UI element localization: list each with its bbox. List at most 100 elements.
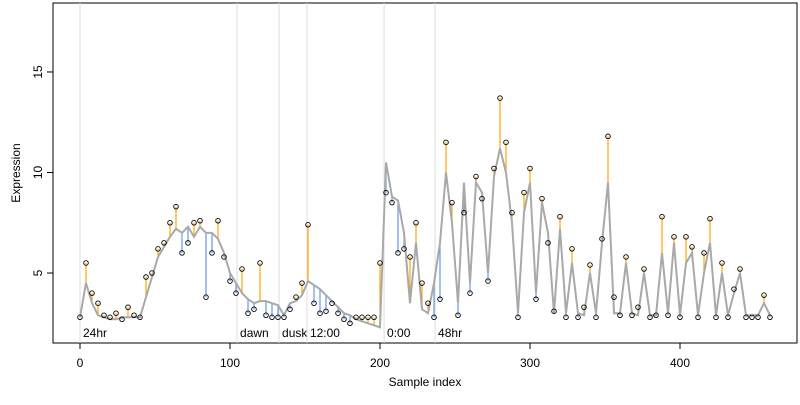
data-point [209, 250, 215, 256]
data-point [77, 314, 83, 321]
data-point [755, 314, 761, 321]
data-point [263, 312, 269, 319]
data-point [545, 240, 551, 246]
data-point [191, 220, 197, 226]
data-point [101, 312, 107, 319]
data-point [569, 246, 575, 252]
data-point [743, 314, 749, 321]
data-point [113, 310, 119, 316]
data-point [677, 314, 683, 321]
data-point [179, 250, 185, 256]
data-point [479, 195, 485, 202]
annotation-label: 12:00 [310, 326, 340, 340]
annotation-label: 48hr [438, 326, 462, 340]
x-tick-label: 0 [77, 356, 84, 370]
data-point [443, 139, 449, 146]
data-point [599, 236, 605, 242]
data-point [167, 220, 173, 226]
data-point [377, 260, 383, 266]
data-point [449, 199, 455, 206]
data-point [725, 314, 731, 321]
data-point [323, 308, 329, 314]
data-point [719, 260, 725, 266]
data-point [365, 314, 371, 321]
data-point [497, 95, 503, 101]
data-point [731, 286, 737, 292]
annotation-label: dawn [240, 326, 269, 340]
data-point [155, 246, 161, 252]
data-point [257, 260, 263, 266]
data-point [83, 260, 89, 266]
data-point [749, 314, 755, 321]
data-point [611, 294, 617, 300]
data-point [131, 312, 137, 319]
data-point [593, 314, 599, 321]
data-point [347, 320, 353, 327]
data-point [737, 266, 743, 272]
data-point [557, 213, 563, 220]
data-point [605, 133, 611, 140]
data-point [383, 189, 389, 196]
data-point [143, 274, 149, 280]
data-point [107, 314, 113, 321]
data-point [653, 312, 659, 319]
data-point [251, 306, 257, 312]
data-point [629, 312, 635, 319]
data-point [551, 308, 557, 314]
x-axis-title: Sample index [389, 375, 462, 389]
y-tick-label: 10 [31, 166, 45, 180]
data-point [305, 222, 311, 228]
data-point [701, 250, 707, 256]
data-point [563, 314, 569, 321]
data-point [239, 266, 245, 272]
data-point [215, 218, 221, 224]
data-point [503, 139, 509, 146]
data-point [485, 278, 491, 284]
data-point [425, 300, 431, 306]
data-point [233, 290, 239, 296]
data-point [173, 203, 179, 210]
data-point [137, 314, 143, 321]
x-tick-label: 200 [370, 356, 390, 370]
data-point [197, 218, 203, 224]
data-point [575, 314, 581, 321]
data-point [401, 246, 407, 252]
data-point [419, 280, 425, 286]
data-point [533, 296, 539, 302]
data-point [335, 310, 341, 316]
data-point [125, 304, 131, 310]
annotation-label: 0:00 [387, 326, 411, 340]
data-point [341, 316, 347, 323]
data-point [329, 300, 335, 306]
data-point [119, 316, 125, 323]
data-point [707, 215, 713, 222]
data-point [245, 310, 251, 316]
data-point [665, 312, 671, 319]
data-point [89, 290, 95, 296]
data-point [317, 310, 323, 316]
data-point [287, 306, 293, 312]
fitted-line [79, 148, 771, 329]
data-point [659, 213, 665, 220]
data-point [275, 314, 281, 321]
data-point [467, 290, 473, 296]
x-tick-label: 100 [220, 356, 240, 370]
data-point [359, 314, 365, 321]
data-point [539, 195, 545, 202]
annotation-label: 24hr [83, 326, 107, 340]
data-point [647, 314, 653, 321]
data-point [353, 314, 359, 321]
data-point [689, 244, 695, 250]
plot-frame [52, 2, 798, 344]
data-point [149, 270, 155, 276]
data-point [431, 314, 437, 321]
data-point [521, 189, 527, 196]
data-point [227, 278, 233, 284]
data-point [413, 220, 419, 226]
data-point [293, 294, 299, 300]
data-point [509, 209, 515, 216]
data-point [269, 314, 275, 321]
data-point [767, 314, 773, 321]
data-point [581, 304, 587, 310]
